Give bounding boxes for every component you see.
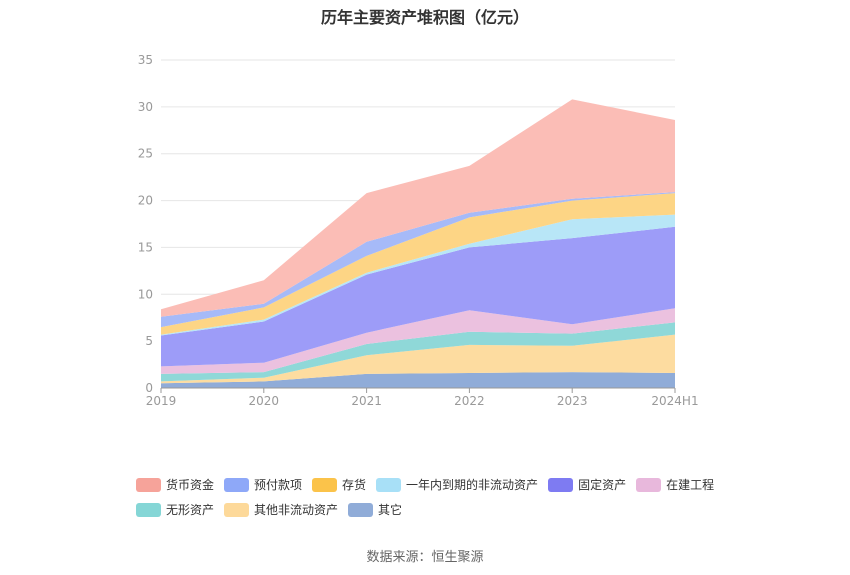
y-tick-label: 15	[138, 240, 153, 254]
area-series[interactable]	[161, 99, 675, 317]
x-tick-label: 2020	[249, 394, 280, 408]
y-tick-label: 25	[138, 147, 153, 161]
legend-swatch	[548, 477, 574, 492]
area-series[interactable]	[161, 193, 675, 335]
x-tick-label: 2024H1	[651, 394, 698, 408]
legend-label: 无形资产	[166, 503, 215, 517]
legend-swatch	[348, 502, 374, 517]
legend-swatch	[312, 477, 338, 492]
legend-item[interactable]: 在建工程	[636, 476, 714, 493]
legend: 货币资金 预付款项 存货 一年内到期的非流动资产 固定资产 在建工程 无形资产 其他非流动资…	[136, 472, 736, 522]
y-tick-label: 35	[138, 53, 153, 67]
legend-row: 货币资金 预付款项 存货 一年内到期的非流动资产 固定资产 在建工程	[136, 472, 736, 497]
y-tick-label: 5	[145, 334, 153, 348]
legend-swatch	[136, 477, 161, 492]
data-source-note: 数据来源：恒生聚源	[366, 550, 484, 565]
legend-item[interactable]: 货币资金	[136, 476, 214, 493]
legend-label: 其他非流动资产	[254, 503, 339, 517]
area-series[interactable]	[161, 226, 675, 367]
legend-swatch	[224, 477, 250, 492]
x-tick-label: 2019	[146, 394, 177, 408]
legend-label: 固定资产	[578, 478, 627, 492]
y-tick-label: 30	[138, 100, 153, 114]
area-series[interactable]	[161, 308, 675, 374]
legend-label: 在建工程	[666, 478, 715, 492]
legend-item[interactable]: 固定资产	[548, 476, 626, 493]
legend-item[interactable]: 其他非流动资产	[224, 501, 338, 518]
area-series[interactable]	[161, 192, 675, 328]
area-series[interactable]	[161, 334, 675, 384]
y-tick-label: 20	[138, 194, 153, 208]
legend-item[interactable]: 一年内到期的非流动资产	[376, 476, 538, 493]
x-tick-label: 2022	[454, 394, 485, 408]
legend-label: 一年内到期的非流动资产	[406, 478, 539, 492]
legend-item[interactable]: 其它	[348, 501, 402, 518]
legend-swatch	[224, 502, 250, 517]
legend-item[interactable]: 无形资产	[136, 501, 214, 518]
legend-swatch	[636, 477, 662, 492]
legend-label: 其它	[378, 503, 403, 517]
y-tick-label: 0	[145, 381, 153, 395]
legend-label: 货币资金	[166, 478, 215, 492]
legend-row: 无形资产 其他非流动资产 其它	[136, 497, 736, 522]
chart-title: 历年主要资产堆积图（亿元）	[320, 8, 529, 27]
legend-item[interactable]: 预付款项	[224, 476, 302, 493]
stacked-area-chart: 0 5 10 15 20 25 30 35 2019 2020 2021 2022 2023 2024H1	[138, 53, 699, 408]
x-tick-label: 2023	[557, 394, 588, 408]
y-tick-label: 10	[138, 287, 153, 301]
legend-swatch	[376, 477, 402, 492]
x-tick-label: 2021	[351, 394, 382, 408]
area-series[interactable]	[161, 214, 675, 336]
area-series[interactable]	[161, 322, 675, 382]
legend-swatch	[136, 502, 161, 517]
legend-label: 存货	[342, 478, 367, 492]
area-series[interactable]	[161, 372, 675, 388]
legend-item[interactable]: 存货	[312, 476, 366, 493]
legend-label: 预付款项	[254, 478, 303, 492]
